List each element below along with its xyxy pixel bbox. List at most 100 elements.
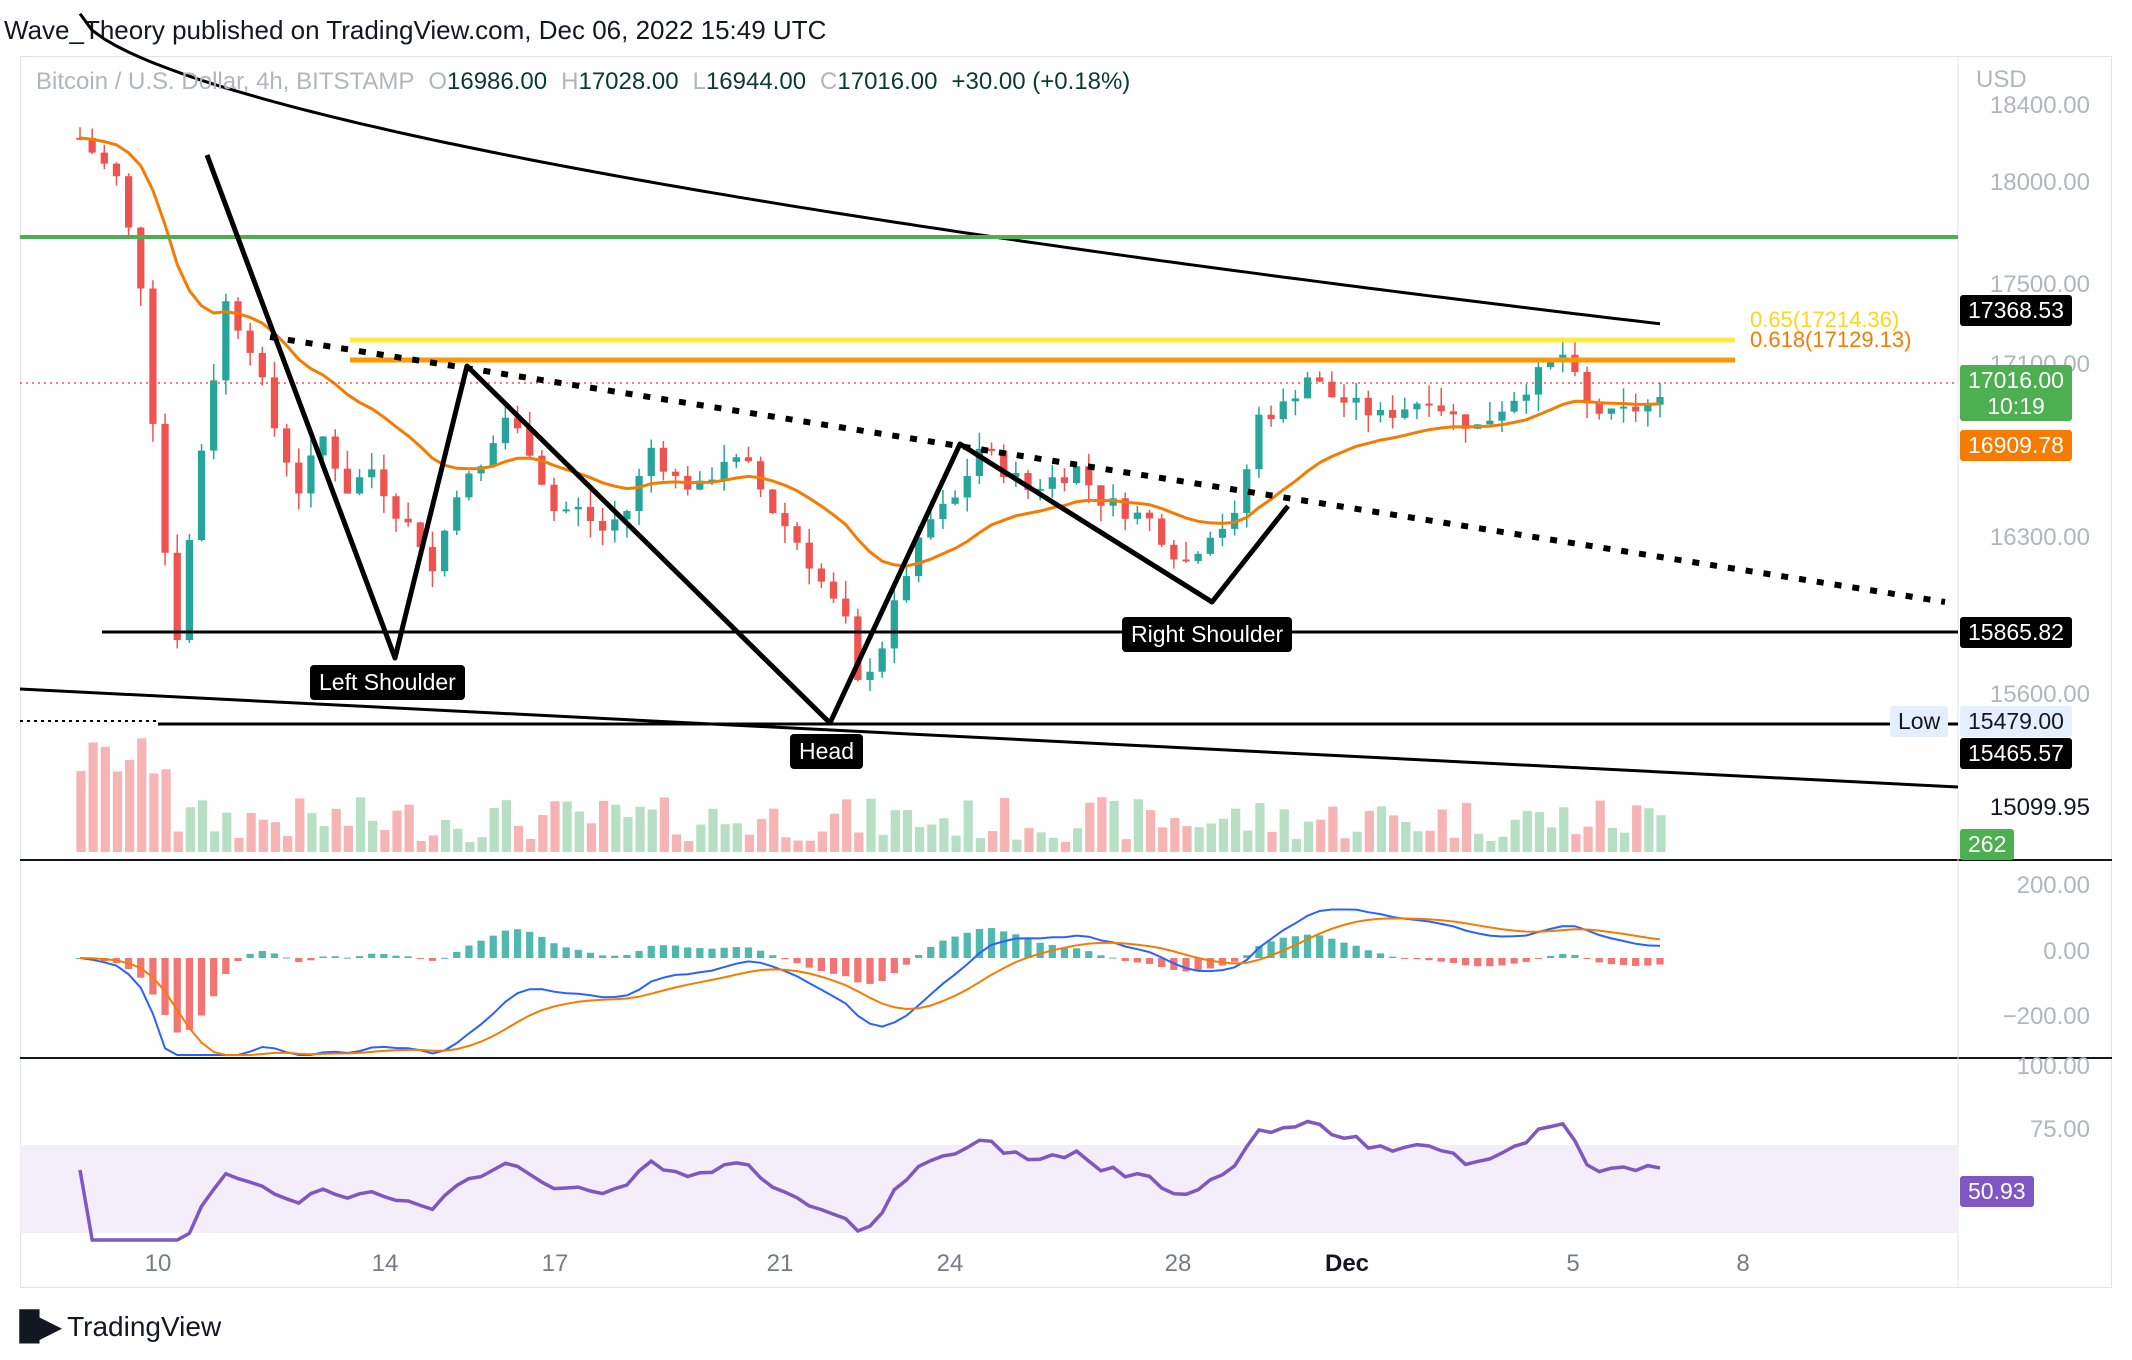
- candle-body: [1218, 528, 1227, 538]
- ma50-line: [79, 136, 1661, 568]
- macd-histogram-bar: [1024, 938, 1032, 958]
- volume-bar: [1656, 815, 1666, 852]
- candle-body: [1534, 367, 1543, 395]
- macd-histogram-bar: [659, 945, 668, 958]
- macd-histogram-bar: [635, 950, 643, 958]
- volume-bar: [1218, 818, 1229, 852]
- candle-body: [331, 436, 339, 469]
- macd-histogram-bar: [1097, 955, 1105, 958]
- head-shoulders-pattern: [204, 154, 1290, 726]
- volume-bar: [866, 798, 876, 852]
- macd-histogram-bar: [295, 958, 303, 963]
- volume-bar: [659, 797, 670, 852]
- macd-histogram-bar: [1072, 948, 1081, 958]
- x-tick: 17: [541, 1250, 569, 1277]
- volume-bar: [842, 799, 852, 852]
- volume-bar: [1121, 839, 1131, 852]
- candle-body: [307, 455, 315, 494]
- volume-bar: [161, 769, 171, 852]
- macd-histogram-bar: [1036, 942, 1044, 958]
- candle-body: [817, 568, 826, 582]
- candle-body: [1656, 396, 1664, 405]
- candle-body: [866, 671, 874, 680]
- candle-body: [210, 380, 218, 451]
- low-label: L: [692, 68, 706, 95]
- volume-bar: [137, 738, 147, 852]
- volume-bar: [623, 817, 633, 852]
- macd-histogram-bar: [1133, 958, 1142, 963]
- volume-bar: [1000, 798, 1010, 852]
- candle-body: [355, 477, 364, 494]
- candle-body: [526, 428, 534, 456]
- volume-bar: [1340, 838, 1350, 852]
- macd-histogram-bar: [890, 958, 898, 974]
- volume-bar: [295, 798, 305, 852]
- volume-bar: [684, 841, 694, 852]
- candle-body: [1072, 466, 1081, 484]
- macd-histogram-bar: [1158, 958, 1166, 968]
- volume-bar: [428, 835, 439, 852]
- volume-bar: [197, 800, 208, 852]
- footer-brand[interactable]: ▉▶ TradingView: [20, 1310, 221, 1343]
- macd-histogram-bar: [562, 947, 570, 958]
- macd-histogram-bar: [611, 955, 619, 958]
- volume-bar: [1291, 838, 1302, 852]
- candle-body: [1583, 371, 1591, 404]
- macd-histogram-bar: [720, 947, 728, 958]
- wedge-lower-line: [19, 687, 1959, 789]
- volume-bar: [88, 742, 98, 852]
- volume-bar: [647, 809, 657, 852]
- candle-body: [149, 288, 157, 424]
- volume-bar: [562, 801, 572, 852]
- volume-bar: [1376, 806, 1387, 852]
- volume-layer: [76, 738, 1666, 852]
- candle-body: [1036, 488, 1044, 491]
- macd-histogram-bar: [1012, 934, 1020, 958]
- macd-histogram-bar: [647, 945, 655, 958]
- volume-bar: [598, 800, 609, 852]
- volume-bar: [927, 824, 937, 852]
- macd-axis-tick: 200.00: [2016, 872, 2090, 899]
- symbol-label[interactable]: Bitcoin / U.S. Dollar, 4h, BITSTAMP: [36, 68, 415, 95]
- candle-body: [696, 480, 704, 490]
- volume-bar: [963, 800, 973, 852]
- close-label: C: [820, 68, 838, 95]
- macd-histogram-bar: [1425, 958, 1433, 961]
- macd-histogram-bar: [380, 954, 388, 958]
- candle-body: [1461, 414, 1470, 429]
- macd-histogram-bar: [1291, 936, 1300, 958]
- volume-bar: [1364, 810, 1374, 852]
- candle-body: [744, 457, 753, 462]
- x-tick: 21: [766, 1250, 794, 1277]
- volume-bar: [1388, 815, 1399, 852]
- volume-bar: [538, 814, 548, 852]
- candle-body: [489, 443, 497, 467]
- volume-tag: 262: [1960, 829, 2015, 860]
- macd-histogram-bar: [1085, 951, 1093, 958]
- macd-histogram-bar: [696, 948, 704, 958]
- volume-bar: [282, 836, 293, 852]
- macd-histogram-bar: [185, 958, 194, 1030]
- volume-bar: [1510, 819, 1520, 852]
- macd-histogram-bar: [1145, 958, 1154, 964]
- volume-bar: [404, 804, 414, 852]
- volume-bar: [817, 831, 828, 852]
- candle-body: [368, 469, 376, 478]
- countdown-value: 10:19: [1987, 393, 2045, 419]
- macd-histogram: [76, 928, 1664, 1033]
- volume-bar: [1425, 830, 1435, 852]
- chart-frame[interactable]: [20, 56, 2112, 1288]
- candle-body: [1255, 414, 1263, 470]
- macd-histogram-bar: [1474, 958, 1482, 967]
- volume-bar: [440, 820, 451, 852]
- candle-body: [1145, 512, 1154, 519]
- volume-bar: [1461, 802, 1472, 852]
- candle-body: [781, 513, 789, 527]
- volume-bar: [1522, 810, 1532, 852]
- macd-histogram-bar: [1364, 950, 1372, 958]
- candle-body: [1303, 377, 1312, 399]
- candle-body: [647, 447, 655, 477]
- candle-body: [1279, 401, 1287, 419]
- last-price-value: 17016.00: [1968, 367, 2064, 393]
